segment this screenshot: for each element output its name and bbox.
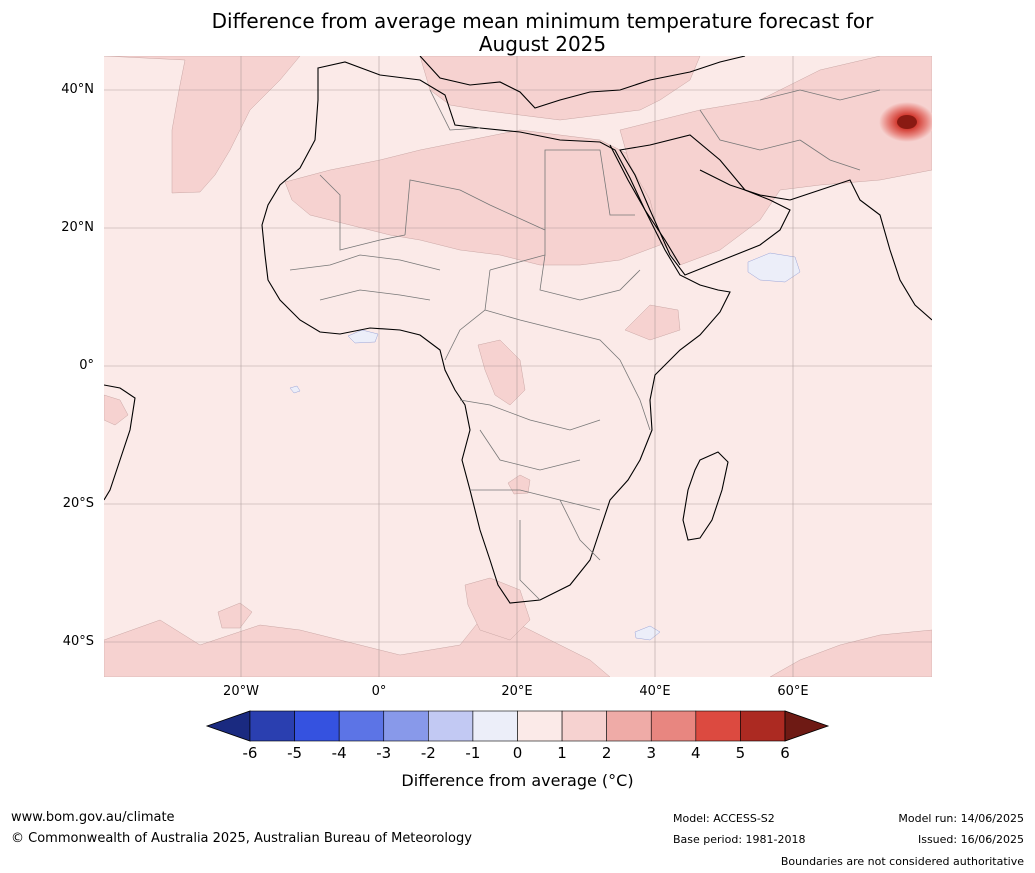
colorbar-tick-label: -3 bbox=[376, 744, 392, 762]
lat-label-20n: 20°N bbox=[61, 220, 94, 235]
title-line-2: August 2025 bbox=[478, 32, 607, 56]
hotspot-core bbox=[897, 115, 917, 129]
colorbar-tick-label: 5 bbox=[735, 744, 746, 762]
country-borders bbox=[289, 89, 881, 601]
lat-label-equator: 0° bbox=[79, 358, 94, 373]
south-atlantic-patch bbox=[464, 577, 531, 641]
colorbar-label: Difference from average (°C) bbox=[401, 771, 634, 790]
south-atlantic-region bbox=[104, 619, 611, 677]
footer-copyright: © Commonwealth of Australia 2025, Austra… bbox=[11, 831, 472, 846]
colorbar-tick-label: -4 bbox=[331, 744, 347, 762]
footer-site: www.bom.gov.au/climate bbox=[11, 810, 175, 825]
colorbar-tick-label: -6 bbox=[242, 744, 258, 762]
colorbar-tick-label: -1 bbox=[465, 744, 481, 762]
footer-base-period: Base period: 1981-2018 bbox=[673, 833, 806, 846]
map-title: Difference from average mean minimum tem… bbox=[0, 10, 1035, 56]
colorbar-tick-label: 2 bbox=[601, 744, 612, 762]
lon-label-0: 0° bbox=[371, 684, 387, 699]
colorbar-tick-label: 0 bbox=[512, 744, 523, 762]
footer-issued: Issued: 16/06/2025 bbox=[917, 833, 1024, 846]
europe-coastline bbox=[419, 56, 746, 109]
lon-label-60e: 60°E bbox=[777, 684, 809, 699]
colorbar-tick-label: 4 bbox=[691, 744, 701, 762]
footer-model-run: Model run: 14/06/2025 bbox=[898, 812, 1024, 825]
sahara-region bbox=[284, 129, 671, 266]
brazil-coastline bbox=[104, 384, 136, 501]
lon-label-20w: 20°W bbox=[223, 684, 259, 699]
anomaly-1-2-regions bbox=[104, 56, 932, 677]
atlantic-cool-dot bbox=[289, 385, 301, 394]
red-sea-coastline bbox=[609, 144, 681, 266]
lat-label-40s: 40°S bbox=[62, 634, 94, 649]
east-africa-patch bbox=[624, 304, 681, 341]
lon-label-20e: 20°E bbox=[501, 684, 533, 699]
coastlines bbox=[104, 56, 932, 604]
south-west-patch bbox=[217, 602, 253, 629]
mediterranean-region bbox=[419, 56, 701, 121]
persian-gulf-coastline bbox=[699, 169, 791, 201]
title-line-1: Difference from average mean minimum tem… bbox=[211, 9, 874, 33]
colorbar-tick-label: -5 bbox=[287, 744, 303, 762]
arabian-sea-cool-patch bbox=[747, 252, 801, 283]
madagascar-coastline bbox=[682, 451, 729, 541]
gulf-of-guinea-cool-patch bbox=[347, 329, 379, 344]
footer-disclaimer: Boundaries are not considered authoritat… bbox=[780, 855, 1024, 868]
lat-label-40n: 40°N bbox=[61, 82, 94, 97]
footer-model: Model: ACCESS-S2 bbox=[673, 812, 775, 825]
central-africa-patch bbox=[477, 339, 526, 406]
africa-coastline bbox=[261, 61, 731, 604]
lon-label-40e: 40°E bbox=[639, 684, 671, 699]
southern-africa-patch bbox=[507, 474, 531, 495]
colorbar-tick-label: -2 bbox=[420, 744, 436, 762]
graticule bbox=[104, 56, 932, 677]
west-atlantic-patch bbox=[104, 394, 129, 426]
colorbar-tick-label: 1 bbox=[557, 744, 567, 762]
colorbar-tick-label: 3 bbox=[646, 744, 657, 762]
anomaly-minus1-0-regions bbox=[289, 252, 801, 641]
lat-label-20s: 20°S bbox=[62, 496, 94, 511]
colorbar-tick-label: 6 bbox=[780, 744, 790, 762]
south-asia-coastline bbox=[789, 179, 932, 321]
